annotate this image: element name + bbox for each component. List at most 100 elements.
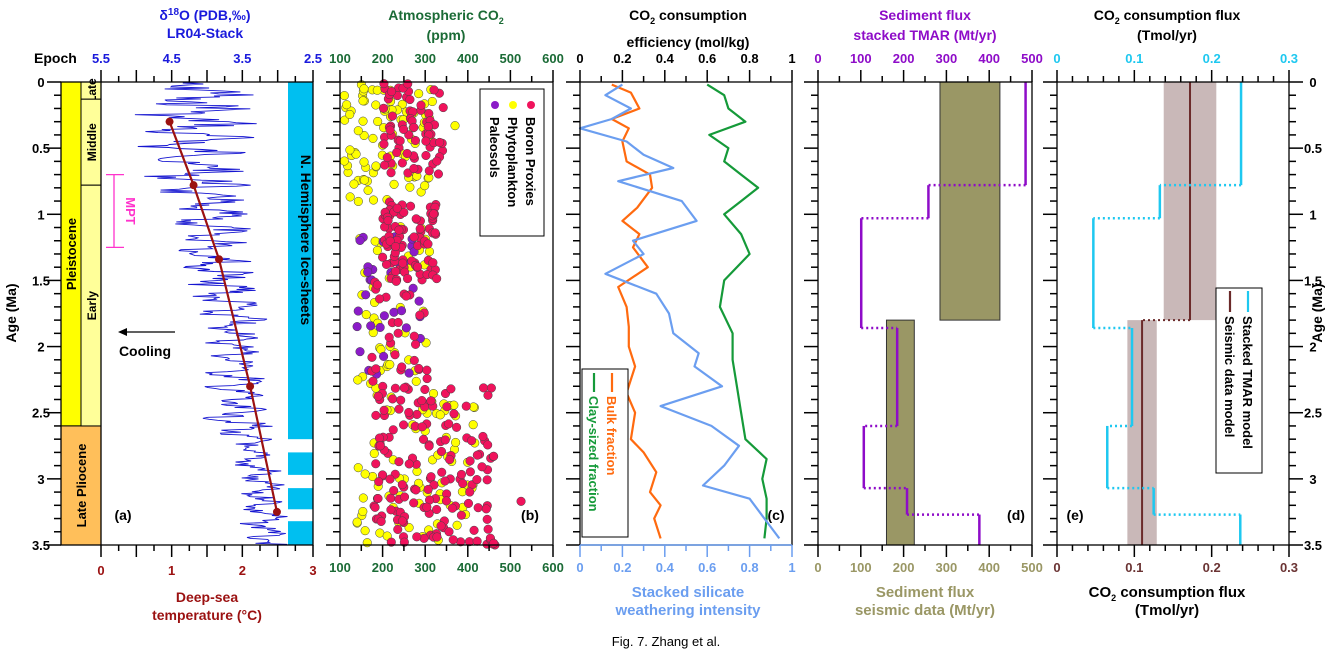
co2-point — [371, 161, 381, 171]
co2-point — [482, 475, 492, 485]
co2-point — [399, 492, 410, 502]
top-tick-label: 600 — [542, 51, 564, 66]
co2-point — [397, 480, 407, 490]
co2-point — [376, 516, 386, 526]
temperature-point — [189, 181, 198, 190]
co2-point — [402, 148, 412, 159]
co2-point — [386, 168, 396, 178]
bottom-tick-label: 100 — [329, 560, 351, 575]
co2-point — [382, 152, 392, 163]
bottom-tick-label: 0 — [1053, 560, 1060, 575]
top-tick-label: 200 — [893, 51, 915, 66]
co2-point — [383, 216, 393, 226]
co2-point — [373, 116, 383, 127]
co2-point — [483, 390, 493, 400]
top-tick-label: 0.2 — [613, 51, 631, 66]
co2-point — [386, 505, 396, 515]
top-tick-label: 400 — [978, 51, 1000, 66]
co2-point — [416, 100, 426, 110]
co2-point — [469, 525, 479, 535]
co2-point — [381, 259, 392, 269]
co2-point — [465, 467, 475, 477]
legend-marker — [527, 101, 535, 109]
d18o-series-line — [134, 81, 288, 545]
co2-point — [386, 86, 397, 97]
co2-point — [422, 502, 432, 512]
co2-point — [385, 125, 395, 135]
panel-label: (e) — [1066, 507, 1083, 523]
co2-point — [450, 121, 460, 131]
age-tick-label: 1 — [37, 207, 44, 222]
co2-point — [403, 274, 413, 284]
co2-point — [352, 322, 362, 332]
co2-point — [380, 160, 390, 170]
co2-point — [379, 311, 389, 321]
co2-point — [483, 524, 493, 534]
co2-point — [412, 532, 422, 542]
age-tick-label: 2 — [37, 340, 44, 355]
top-tick-label: 0 — [814, 51, 821, 66]
co2-point — [421, 150, 431, 161]
co2-point — [396, 395, 406, 405]
legend-box — [479, 88, 545, 237]
co2-point — [353, 463, 363, 473]
co2-point — [368, 133, 378, 143]
panel-c-subtitle: efficiency (mol/kg) — [627, 34, 750, 50]
co2-point — [481, 504, 491, 514]
co2-point — [482, 514, 492, 524]
co2-point — [393, 328, 403, 338]
seismic-box — [939, 81, 1001, 321]
co2-point — [405, 182, 415, 192]
co2-point — [363, 185, 373, 195]
age-axis-title: Age (Ma) — [3, 283, 19, 342]
co2-point — [389, 307, 399, 317]
co2-point — [389, 485, 399, 496]
co2-point — [429, 209, 439, 219]
co2-point — [456, 510, 466, 520]
top-tick-label: 0.1 — [1125, 51, 1143, 66]
co2-point — [359, 157, 369, 167]
co2-point — [379, 405, 389, 415]
bottom-tick-label: 0 — [814, 560, 821, 575]
co2-point — [409, 355, 419, 365]
co2-point — [411, 339, 421, 349]
co2-point — [421, 136, 431, 146]
co2-point — [406, 201, 416, 211]
top-tick-label: 500 — [1021, 51, 1043, 66]
seismic-box — [885, 319, 915, 546]
top-tick-label: 500 — [500, 51, 522, 66]
age-tick-label: 2.5 — [1304, 406, 1322, 421]
temperature-point — [215, 255, 224, 264]
bottom-tick-label: 2 — [239, 563, 246, 578]
bottom-tick-label: 400 — [457, 560, 479, 575]
age-axis-title-right: Age (Ma) — [1309, 283, 1325, 342]
co2-point — [352, 517, 362, 527]
legend-marker — [509, 101, 517, 109]
co2-point — [392, 147, 402, 158]
co2-point — [374, 433, 385, 443]
top-tick-label: 400 — [457, 51, 479, 66]
co2-point — [452, 520, 462, 530]
temperature-point — [165, 117, 174, 126]
co2-point — [372, 280, 382, 290]
bottom-tick-label: 0.2 — [613, 560, 631, 575]
co2-point — [345, 192, 355, 202]
co2-point — [432, 532, 442, 542]
co2-point — [417, 395, 427, 406]
co2-point — [472, 475, 482, 485]
co2-point — [424, 441, 434, 451]
co2-point — [417, 422, 427, 432]
co2-point — [452, 422, 462, 432]
co2-point — [478, 431, 488, 442]
co2-point — [386, 537, 396, 547]
bottom-tick-label: 0.3 — [1280, 560, 1298, 575]
co2-point — [359, 175, 370, 185]
top-tick-label: 1 — [788, 51, 795, 66]
bottom-axis-title: CO2 consumption flux — [1089, 584, 1246, 603]
co2-point — [448, 535, 458, 545]
co2-point — [411, 214, 421, 224]
co2-point — [437, 467, 447, 477]
panel-b-subtitle: (ppm) — [427, 27, 466, 43]
co2-point — [405, 94, 415, 105]
